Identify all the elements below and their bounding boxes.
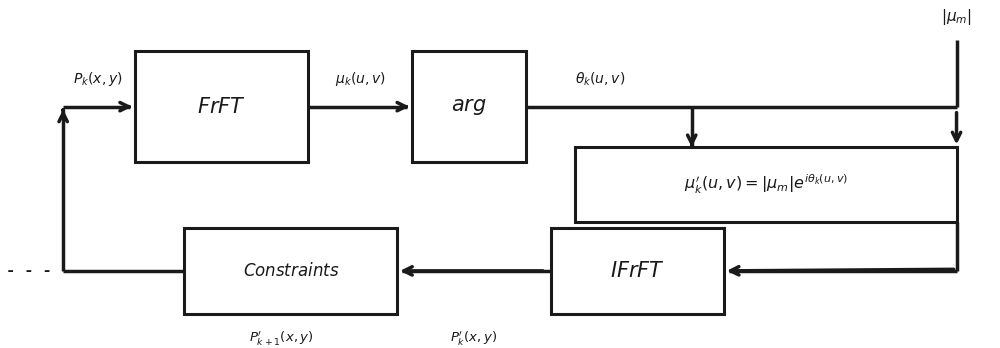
Text: $|\mu_m|$: $|\mu_m|$ bbox=[941, 7, 972, 27]
Text: $P_k(x,y)$: $P_k(x,y)$ bbox=[73, 70, 123, 87]
Text: $\mathbf{\mathit{Constraints}}$: $\mathbf{\mathit{Constraints}}$ bbox=[243, 262, 339, 280]
FancyBboxPatch shape bbox=[551, 228, 724, 314]
Text: $\mathbf{\mathit{IFrFT}}$: $\mathbf{\mathit{IFrFT}}$ bbox=[610, 261, 665, 281]
Text: $P_k'(x,y)$: $P_k'(x,y)$ bbox=[450, 330, 498, 348]
Text: $\mu_k'(u,v)=|\mu_m|e^{i\theta_k(u,v)}$: $\mu_k'(u,v)=|\mu_m|e^{i\theta_k(u,v)}$ bbox=[684, 173, 848, 196]
Text: $\theta_k(u,v)$: $\theta_k(u,v)$ bbox=[575, 70, 625, 87]
Text: $\mathbf{\mathit{arg}}$: $\mathbf{\mathit{arg}}$ bbox=[451, 97, 487, 117]
FancyBboxPatch shape bbox=[135, 51, 308, 163]
Text: $\mathbf{\mathit{FrFT}}$: $\mathbf{\mathit{FrFT}}$ bbox=[197, 97, 246, 117]
Text: $P_{k+1}'(x,y)$: $P_{k+1}'(x,y)$ bbox=[249, 330, 313, 348]
FancyBboxPatch shape bbox=[575, 147, 957, 222]
FancyBboxPatch shape bbox=[184, 228, 397, 314]
FancyBboxPatch shape bbox=[412, 51, 526, 163]
Text: - - -: - - - bbox=[6, 263, 51, 278]
Text: $\mu_k(u,v)$: $\mu_k(u,v)$ bbox=[335, 70, 385, 87]
